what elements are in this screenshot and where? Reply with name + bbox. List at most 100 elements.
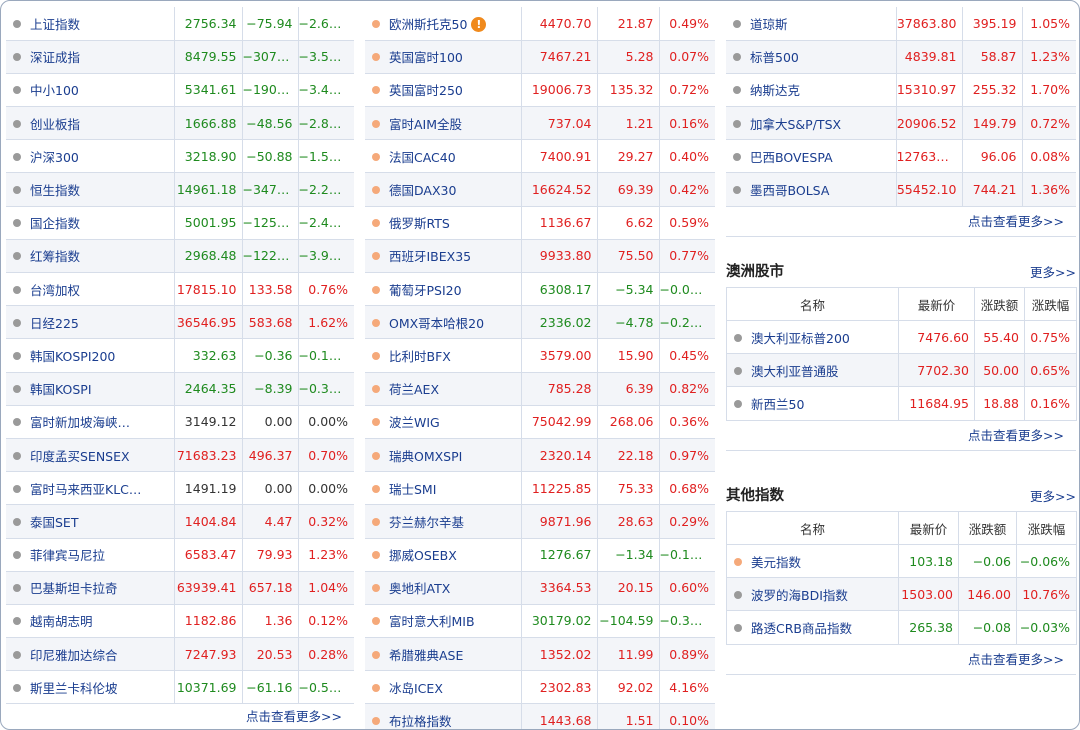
- table-row[interactable]: 澳大利亚标普200 7476.60 55.40 0.75%: [726, 320, 1077, 355]
- index-name[interactable]: 英国富时250: [389, 83, 463, 99]
- index-name-cell[interactable]: 美元指数: [726, 544, 899, 579]
- table-row[interactable]: 波兰WIG 75042.99 268.06 0.36%: [365, 405, 715, 439]
- index-name-cell[interactable]: 巴西BOVESPA: [726, 139, 897, 174]
- index-name[interactable]: 西班牙IBEX35: [389, 249, 472, 265]
- index-name[interactable]: 挪威OSEBX: [389, 548, 457, 564]
- table-row[interactable]: 新西兰50 11684.95 18.88 0.16%: [726, 386, 1077, 421]
- index-name[interactable]: 富时马来西亚KLC…: [30, 481, 142, 497]
- index-name[interactable]: 英国富时100: [389, 50, 463, 66]
- table-row[interactable]: 上证指数 2756.34 −75.94 −2.68%: [6, 7, 354, 41]
- table-row[interactable]: 瑞典OMXSPI 2320.14 22.18 0.97%: [365, 438, 715, 473]
- index-name[interactable]: 恒生指数: [30, 183, 81, 199]
- index-name-cell[interactable]: 菲律宾马尼拉: [6, 538, 175, 572]
- australia-footer-link[interactable]: 点击查看更多>>: [726, 421, 1076, 451]
- table-row[interactable]: 恒生指数 14961.18 −347.51 −2.27%: [6, 172, 354, 207]
- index-name-cell[interactable]: 沪深300: [6, 139, 175, 174]
- table-row[interactable]: 泰国SET 1404.84 4.47 0.32%: [6, 504, 354, 539]
- table-row[interactable]: 芬兰赫尔辛基 9871.96 28.63 0.29%: [365, 504, 715, 539]
- table-row[interactable]: 标普500 4839.81 58.87 1.23%: [726, 40, 1076, 74]
- table-row[interactable]: 德国DAX30 16624.52 69.39 0.42%: [365, 172, 715, 207]
- table-row[interactable]: 中小100 5341.61 −190.58 −3.44%: [6, 73, 354, 108]
- index-name-cell[interactable]: 中小100: [6, 73, 175, 108]
- index-name[interactable]: 富时AIM全股: [389, 116, 463, 132]
- index-name[interactable]: 印尼雅加达综合: [30, 647, 118, 663]
- index-name-cell[interactable]: 上证指数: [6, 7, 175, 41]
- table-row[interactable]: 道琼斯 37863.80 395.19 1.05%: [726, 7, 1076, 41]
- index-name[interactable]: 台湾加权: [30, 282, 81, 298]
- index-name-cell[interactable]: 荷兰AEX: [365, 372, 522, 406]
- index-name-cell[interactable]: 加拿大S&P/TSX: [726, 106, 897, 141]
- index-name[interactable]: 富时意大利MIB: [389, 614, 475, 630]
- table-row[interactable]: 西班牙IBEX35 9933.80 75.50 0.77%: [365, 239, 715, 274]
- index-name-cell[interactable]: 国企指数: [6, 206, 175, 240]
- index-name-cell[interactable]: 法国CAC40: [365, 139, 522, 174]
- table-row[interactable]: OMX哥本哈根20 2336.02 −4.78 −0.20%: [365, 305, 715, 340]
- index-name[interactable]: 沪深300: [30, 149, 79, 165]
- table-row[interactable]: 富时马来西亚KLC… 1491.19 0.00 0.00%: [6, 471, 354, 506]
- index-name-cell[interactable]: 英国富时100: [365, 40, 522, 74]
- table-row[interactable]: 斯里兰卡科伦坡 10371.69 −61.16 −0.59%: [6, 670, 354, 705]
- index-name-cell[interactable]: 富时意大利MIB: [365, 604, 522, 639]
- table-row[interactable]: 奥地利ATX 3364.53 20.15 0.60%: [365, 571, 715, 605]
- index-name-cell[interactable]: 波兰WIG: [365, 405, 522, 439]
- index-name[interactable]: 斯里兰卡科伦坡: [30, 680, 118, 696]
- table-row[interactable]: 红筹指数 2968.48 −122.99 −3.98%: [6, 239, 354, 274]
- index-name-cell[interactable]: 富时新加坡海峡…: [6, 405, 175, 439]
- table-row[interactable]: 沪深300 3218.90 −50.88 −1.56%: [6, 139, 354, 174]
- americas-more-link[interactable]: 点击查看更多>>: [726, 207, 1076, 237]
- other-footer-link[interactable]: 点击查看更多>>: [726, 645, 1076, 675]
- index-name[interactable]: 葡萄牙PSI20: [389, 282, 462, 298]
- index-name-cell[interactable]: 澳大利亚普通股: [726, 353, 899, 388]
- table-row[interactable]: 英国富时100 7467.21 5.28 0.07%: [365, 40, 715, 74]
- index-name[interactable]: 美元指数: [751, 554, 802, 570]
- index-name[interactable]: 红筹指数: [30, 249, 81, 265]
- index-name-cell[interactable]: 瑞士SMI: [365, 471, 522, 506]
- index-name[interactable]: 澳大利亚普通股: [751, 363, 839, 379]
- table-row[interactable]: 布拉格指数 1443.68 1.51 0.10%: [365, 703, 715, 729]
- table-row[interactable]: 印度孟买SENSEX 71683.23 496.37 0.70%: [6, 438, 354, 473]
- index-name[interactable]: OMX哥本哈根20: [389, 315, 485, 331]
- index-name[interactable]: 韩国KOSPI: [30, 382, 92, 398]
- table-row[interactable]: 创业板指 1666.88 −48.56 −2.83%: [6, 106, 354, 141]
- table-row[interactable]: 富时意大利MIB 30179.02 −104.59 −0.35%: [365, 604, 715, 639]
- table-row[interactable]: 冰岛ICEX 2302.83 92.02 4.16%: [365, 670, 715, 705]
- index-name[interactable]: 新西兰50: [751, 396, 805, 412]
- index-name-cell[interactable]: 欧洲斯托克50!: [365, 7, 522, 41]
- index-name[interactable]: 巴西BOVESPA: [750, 149, 833, 165]
- index-name-cell[interactable]: 冰岛ICEX: [365, 670, 522, 705]
- index-name-cell[interactable]: 墨西哥BOLSA: [726, 172, 897, 207]
- index-name[interactable]: 奥地利ATX: [389, 581, 451, 597]
- index-name-cell[interactable]: 红筹指数: [6, 239, 175, 274]
- table-row[interactable]: 深证成指 8479.55 −307.47 −3.50%: [6, 40, 354, 74]
- index-name-cell[interactable]: 印度孟买SENSEX: [6, 438, 175, 473]
- index-name[interactable]: 波罗的海BDI指数: [751, 587, 848, 603]
- index-name[interactable]: 荷兰AEX: [389, 382, 440, 398]
- index-name-cell[interactable]: 比利时BFX: [365, 338, 522, 373]
- index-name[interactable]: 印度孟买SENSEX: [30, 448, 130, 464]
- index-name[interactable]: 深证成指: [30, 50, 81, 66]
- table-row[interactable]: 墨西哥BOLSA 55452.10 744.21 1.36%: [726, 172, 1076, 207]
- index-name[interactable]: 墨西哥BOLSA: [750, 183, 830, 199]
- index-name[interactable]: 欧洲斯托克50: [389, 16, 468, 32]
- table-row[interactable]: 澳大利亚普通股 7702.30 50.00 0.65%: [726, 353, 1077, 388]
- asia-more-link[interactable]: 点击查看更多>>: [246, 709, 342, 725]
- index-name-cell[interactable]: 葡萄牙PSI20: [365, 272, 522, 307]
- table-row[interactable]: 加拿大S&P/TSX 20906.52 149.79 0.72%: [726, 106, 1076, 141]
- index-name-cell[interactable]: 恒生指数: [6, 172, 175, 207]
- table-row[interactable]: 荷兰AEX 785.28 6.39 0.82%: [365, 372, 715, 406]
- table-row[interactable]: 国企指数 5001.95 −125.29 −2.44%: [6, 206, 354, 240]
- index-name[interactable]: 菲律宾马尼拉: [30, 548, 106, 564]
- index-name[interactable]: 瑞士SMI: [389, 481, 437, 497]
- index-name[interactable]: 澳大利亚标普200: [751, 330, 850, 346]
- table-row[interactable]: 韩国KOSPI200 332.63 −0.36 −0.11%: [6, 338, 354, 373]
- table-row[interactable]: 波罗的海BDI指数 1503.00 146.00 10.76%: [726, 577, 1077, 612]
- table-row[interactable]: 挪威OSEBX 1276.67 −1.34 −0.10%: [365, 538, 715, 572]
- index-name[interactable]: 冰岛ICEX: [389, 680, 443, 696]
- table-row[interactable]: 纳斯达克 15310.97 255.32 1.70%: [726, 73, 1076, 108]
- index-name-cell[interactable]: 奥地利ATX: [365, 571, 522, 605]
- index-name-cell[interactable]: 波罗的海BDI指数: [726, 577, 899, 612]
- index-name-cell[interactable]: 英国富时250: [365, 73, 522, 108]
- index-name-cell[interactable]: 斯里兰卡科伦坡: [6, 670, 175, 705]
- table-row[interactable]: 巴基斯坦卡拉奇 63939.41 657.18 1.04%: [6, 571, 354, 605]
- index-name-cell[interactable]: 挪威OSEBX: [365, 538, 522, 572]
